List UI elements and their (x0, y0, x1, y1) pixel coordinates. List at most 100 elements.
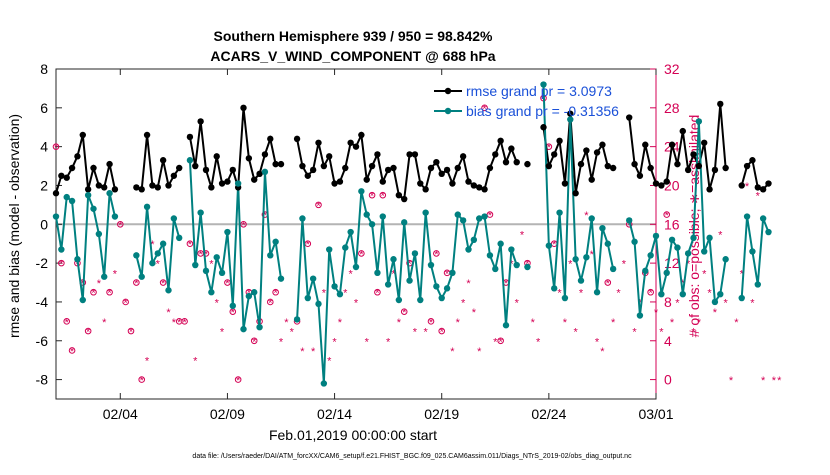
rmse-point (502, 158, 510, 166)
obs-possible-marker (63, 318, 71, 325)
bias-point (626, 217, 633, 224)
obs-assimilated-marker: * (391, 268, 396, 280)
rmse-point (749, 157, 756, 164)
bias-point (567, 116, 574, 123)
obs-assimilated-marker: * (691, 327, 696, 339)
bias-point (652, 232, 660, 240)
obs-assimilated-marker: * (724, 297, 729, 309)
bias-point (170, 215, 178, 222)
obs-possible-marker (604, 279, 612, 286)
rmse-point (599, 141, 606, 148)
obs-assimilated-marker: * (204, 249, 209, 261)
obs-assimilated-marker: * (675, 297, 680, 309)
obs-assimilated-marker: * (686, 259, 691, 271)
rmse-point (272, 160, 279, 168)
rmse-point (213, 153, 220, 160)
obs-possible-marker (240, 220, 247, 228)
y-tick-label-left: 0 (40, 216, 48, 232)
y-tick-label-left: -8 (36, 372, 49, 388)
obs-assimilated-marker: * (274, 288, 279, 300)
y-tick-label-right: 16 (664, 216, 680, 232)
obs-assimilated-marker: * (429, 317, 434, 329)
obs-possible-marker (315, 201, 322, 209)
rmse-point (567, 110, 574, 117)
rmse-point (486, 164, 494, 172)
rmse-point (374, 151, 381, 158)
rmse-point (315, 139, 322, 146)
rmse-point (186, 133, 194, 141)
rmse-point (427, 164, 435, 172)
bias-point (320, 380, 328, 387)
obs-assimilated-marker: * (113, 268, 118, 280)
rmse-point (454, 164, 461, 172)
obs-possible-marker (186, 240, 194, 248)
rmse-point (267, 135, 274, 143)
rmse-point (411, 151, 419, 158)
bias-point (358, 188, 365, 195)
rmse-point (701, 139, 708, 146)
bias-point (609, 265, 617, 273)
obs-assimilated-marker: * (750, 297, 755, 309)
bias-point (406, 277, 413, 284)
bias-point (186, 157, 194, 164)
rmse-point (695, 162, 703, 170)
rmse-point (754, 184, 761, 191)
x-tick-label: 02/14 (317, 406, 352, 422)
obs-possible-marker (427, 318, 435, 325)
rmse-point (722, 164, 729, 172)
bias-point (401, 219, 408, 226)
obs-assimilated-marker: * (338, 317, 343, 329)
rmse-point (79, 131, 86, 139)
bias-point (342, 244, 349, 251)
obs-assimilated-marker: * (327, 356, 332, 368)
obs-assimilated-marker: * (199, 249, 204, 261)
obs-assimilated-marker: * (236, 375, 241, 387)
bias-point (572, 256, 579, 263)
bias-point (149, 259, 156, 267)
y-tick-label-right: 8 (664, 294, 672, 310)
bias-point (293, 316, 301, 323)
obs-possible-marker (122, 298, 129, 306)
rmse-point (358, 131, 365, 139)
bias-point (502, 322, 510, 329)
bias-point (470, 236, 478, 244)
y-tick-label-left: 6 (40, 100, 48, 116)
rmse-point (577, 160, 585, 168)
rmse-point (684, 166, 692, 174)
obs-assimilated-marker: * (616, 288, 621, 300)
bias-point (309, 275, 317, 282)
obs-possible-marker (379, 191, 387, 199)
rmse-point (513, 158, 520, 166)
bias-point (68, 197, 76, 205)
rmse-point (170, 172, 178, 179)
obs-assimilated-marker: * (606, 278, 611, 290)
rmse-point (443, 166, 451, 174)
obs-assimilated-marker: * (472, 307, 477, 319)
rmse-point (347, 139, 354, 146)
bias-point (684, 250, 692, 257)
bias-point (165, 287, 172, 294)
obs-possible-marker (138, 376, 146, 383)
obs-assimilated-marker: * (740, 268, 745, 280)
rmse-point (352, 143, 360, 150)
obs-possible-marker (497, 337, 504, 345)
bias-point (717, 290, 724, 298)
bias-point (58, 246, 65, 253)
obs-assimilated-marker: * (536, 336, 541, 348)
obs-assimilated-marker: * (370, 191, 375, 203)
obs-possible-marker (400, 308, 408, 315)
obs-assimilated-marker: * (268, 297, 273, 309)
rmse-point (465, 178, 472, 185)
obs-assimilated-marker: * (520, 230, 525, 242)
bias-point (443, 285, 451, 292)
obs-possible-marker (84, 327, 92, 335)
x-axis-label: Feb.01,2019 00:00:00 start (269, 427, 437, 443)
obs-assimilated-marker: * (365, 336, 370, 348)
bias-point (513, 261, 520, 269)
obs-assimilated-marker: * (466, 278, 471, 290)
bias-point (52, 213, 60, 220)
rmse-point (470, 182, 478, 189)
obs-assimilated-marker: * (611, 317, 616, 329)
obs-assimilated-marker: * (515, 297, 520, 309)
